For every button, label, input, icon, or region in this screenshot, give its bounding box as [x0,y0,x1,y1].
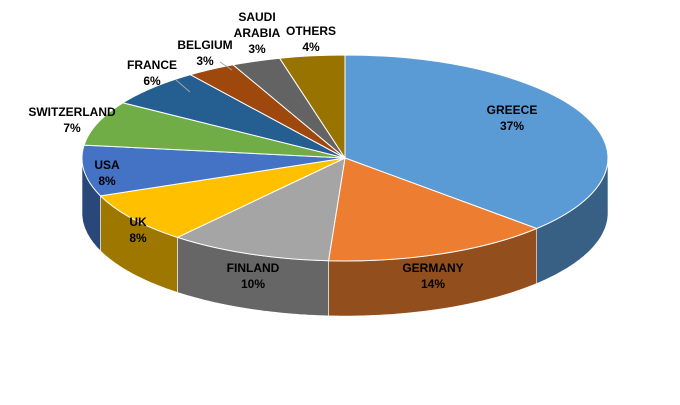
category-label: FINLAND [226,261,280,275]
slice [176,157,346,262]
value-label: 10% [240,277,266,291]
data-label: GREECE 37% [487,102,538,134]
data-label: UK 8% [129,214,146,246]
value-label: 8% [98,174,116,188]
data-label: BELGIUM 3% [177,37,232,69]
data-label: SWITZERLAND 7% [28,104,115,136]
leader-line [175,79,191,93]
data-label: GERMANY 14% [402,260,463,292]
category-label: USA [94,158,120,172]
slice [344,54,609,230]
value-label: 4% [302,40,320,54]
data-label: SAUDI ARABIA 3% [227,9,287,57]
value-label: 8% [129,231,147,245]
data-label: FRANCE 6% [127,57,177,89]
value-label: 14% [420,277,446,291]
value-label: 7% [63,121,81,135]
slice [99,157,346,238]
data-label: OTHERS 4% [286,23,336,55]
slice [81,144,346,197]
category-label: SWITZERLAND [28,105,116,119]
category-label: UK [129,215,147,229]
value-label: 3% [248,42,266,56]
category-label: FRANCE [127,58,177,72]
value-label: 37% [499,119,525,133]
slice [83,102,346,159]
category-label: SAUDI ARABIA [233,10,281,40]
data-label: FINLAND 10% [227,260,280,292]
category-label: OTHERS [285,24,337,38]
category-label: GREECE [486,103,538,117]
data-label: USA 8% [94,157,119,189]
value-label: 6% [143,74,161,88]
leader-line [219,61,233,71]
category-label: GERMANY [402,261,464,275]
category-label: BELGIUM [177,38,233,52]
slice [278,54,346,160]
slice [327,157,539,262]
value-label: 3% [196,54,214,68]
